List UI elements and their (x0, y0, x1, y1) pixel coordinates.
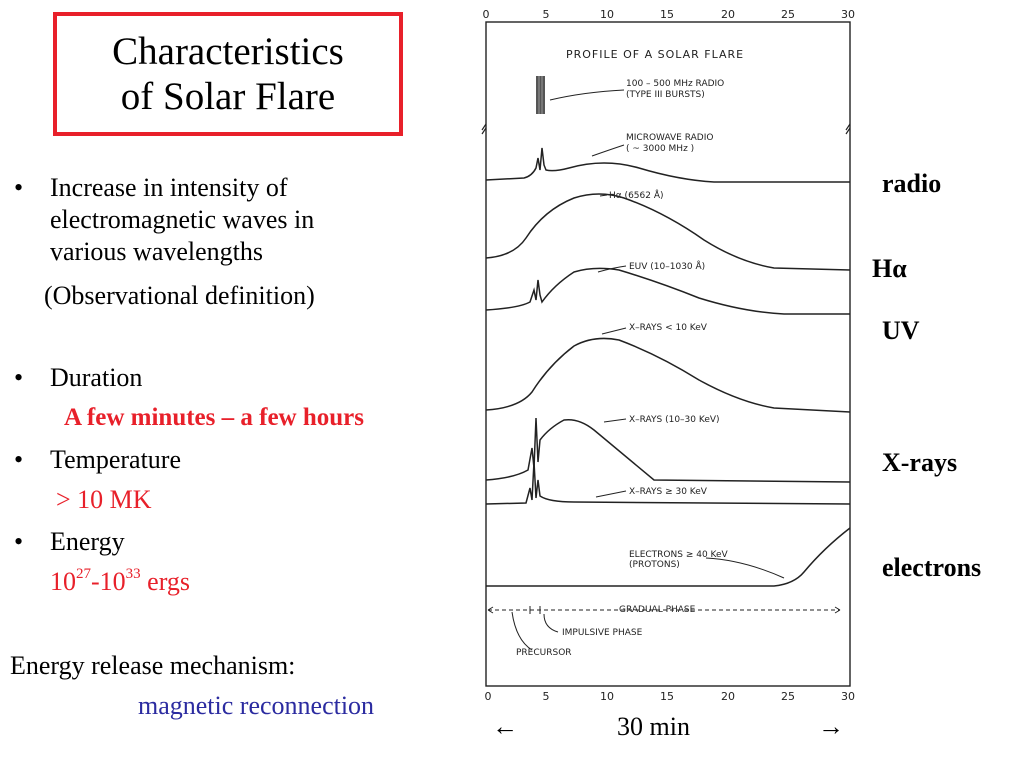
solar-flare-profile-figure: 0 5 10 15 20 25 30 0 5 10 15 20 25 30 PR… (481, 8, 856, 703)
bullet-marker: • (14, 363, 24, 392)
bottom-tick-0: 0 (485, 690, 492, 703)
axis-break-marks (481, 123, 851, 135)
top-tick-10: 10 (600, 8, 614, 21)
bullet-marker: • (14, 173, 24, 202)
bullet-temperature-label: Temperature (50, 445, 181, 474)
bullet-duration-label: Duration (50, 363, 143, 392)
bullet-marker: • (14, 527, 24, 556)
energy-value: 1027-1033 ergs (50, 566, 190, 598)
title-line-1: Characteristics (112, 30, 344, 73)
bottom-tick-15: 15 (660, 690, 674, 703)
label-xray-hard: X–RAYS ≥ 30 KeV (629, 487, 708, 497)
figure-frame (485, 21, 851, 687)
curve-microwave-radio (485, 147, 850, 183)
mechanism-value: magnetic reconnection (138, 691, 375, 720)
energy-exponent-1: 27 (76, 566, 91, 583)
label-electrons-1: ELECTRONS ≥ 40 KeV (629, 550, 729, 560)
bottom-tick-10: 10 (600, 690, 614, 703)
label-precursor: PRECURSOR (516, 648, 572, 658)
title-box: Characteristics of Solar Flare (53, 12, 403, 136)
label-xray-soft: X–RAYS < 10 KeV (629, 323, 708, 333)
top-axis: 0 5 10 15 20 25 30 (483, 8, 856, 21)
energy-base: 10 (50, 567, 76, 596)
energy-exponent-2: 33 (125, 566, 141, 583)
bullet-intensity-line-2: electromagnetic waves in (50, 205, 315, 234)
label-radio-burst-1: 100 – 500 MHz RADIO (626, 79, 724, 89)
band-label-electrons: electrons (882, 553, 982, 582)
right-arrow-icon: → (818, 712, 844, 741)
curve-halpha (485, 193, 851, 271)
label-impulsive-phase: IMPULSIVE PHASE (562, 628, 643, 638)
bullet-intensity-line-1: Increase in intensity of (50, 173, 288, 202)
energy-unit: ergs (140, 567, 191, 596)
curve-xrays-hard (485, 461, 851, 505)
bottom-tick-30: 30 (841, 690, 855, 703)
title-line-2: of Solar Flare (120, 75, 336, 118)
top-tick-30: 30 (841, 8, 855, 21)
top-tick-0: 0 (483, 8, 490, 21)
label-microwave-2: ( ~ 3000 MHz ) (626, 144, 694, 154)
bullet-intensity-line-3: various wavelengths (50, 237, 264, 266)
label-euv: EUV (10–1030 Å) (629, 260, 705, 272)
time-span-label: 30 min (617, 712, 690, 741)
bottom-tick-20: 20 (721, 690, 735, 703)
label-gradual-phase: GRADUAL PHASE (619, 605, 696, 615)
band-label-halpha: Hα (872, 254, 907, 283)
top-tick-15: 15 (660, 8, 674, 21)
mechanism-label: Energy release mechanism: (10, 651, 296, 680)
bottom-tick-25: 25 (781, 690, 795, 703)
curve-euv (485, 267, 850, 315)
type-iii-burst-bar (536, 76, 545, 114)
observational-definition: (Observational definition) (44, 281, 315, 310)
band-label-radio: radio (882, 169, 942, 198)
energy-separator: -10 (91, 567, 126, 596)
top-tick-5: 5 (543, 8, 550, 21)
label-radio-burst-2: (TYPE III BURSTS) (626, 90, 705, 100)
label-microwave-1: MICROWAVE RADIO (626, 133, 713, 143)
duration-value: A few minutes – a few hours (64, 404, 364, 431)
band-label-uv: UV (882, 316, 920, 345)
bottom-tick-5: 5 (543, 690, 550, 703)
curve-electrons (486, 527, 851, 587)
top-tick-25: 25 (781, 8, 795, 21)
bullet-energy-label: Energy (50, 527, 125, 556)
radio-burst-pointer (549, 89, 625, 101)
figure-heading: PROFILE OF A SOLAR FLARE (566, 48, 744, 61)
label-pointers (591, 144, 785, 579)
temperature-value: > 10 MK (56, 485, 152, 514)
bottom-axis-ticks: 0 5 10 15 20 25 30 (485, 690, 856, 703)
curve-xrays-soft (485, 337, 851, 413)
curve-xrays-mid (485, 417, 851, 483)
label-halpha: Hα (6562 Å) (609, 189, 664, 201)
left-arrow-icon: ← (492, 712, 518, 741)
band-label-xrays: X-rays (882, 448, 958, 477)
phase-arrows (487, 606, 841, 651)
bullet-marker: • (14, 445, 24, 474)
label-electrons-2: (PROTONS) (629, 560, 680, 570)
label-xray-mid: X–RAYS (10–30 KeV) (629, 415, 720, 425)
top-tick-20: 20 (721, 8, 735, 21)
